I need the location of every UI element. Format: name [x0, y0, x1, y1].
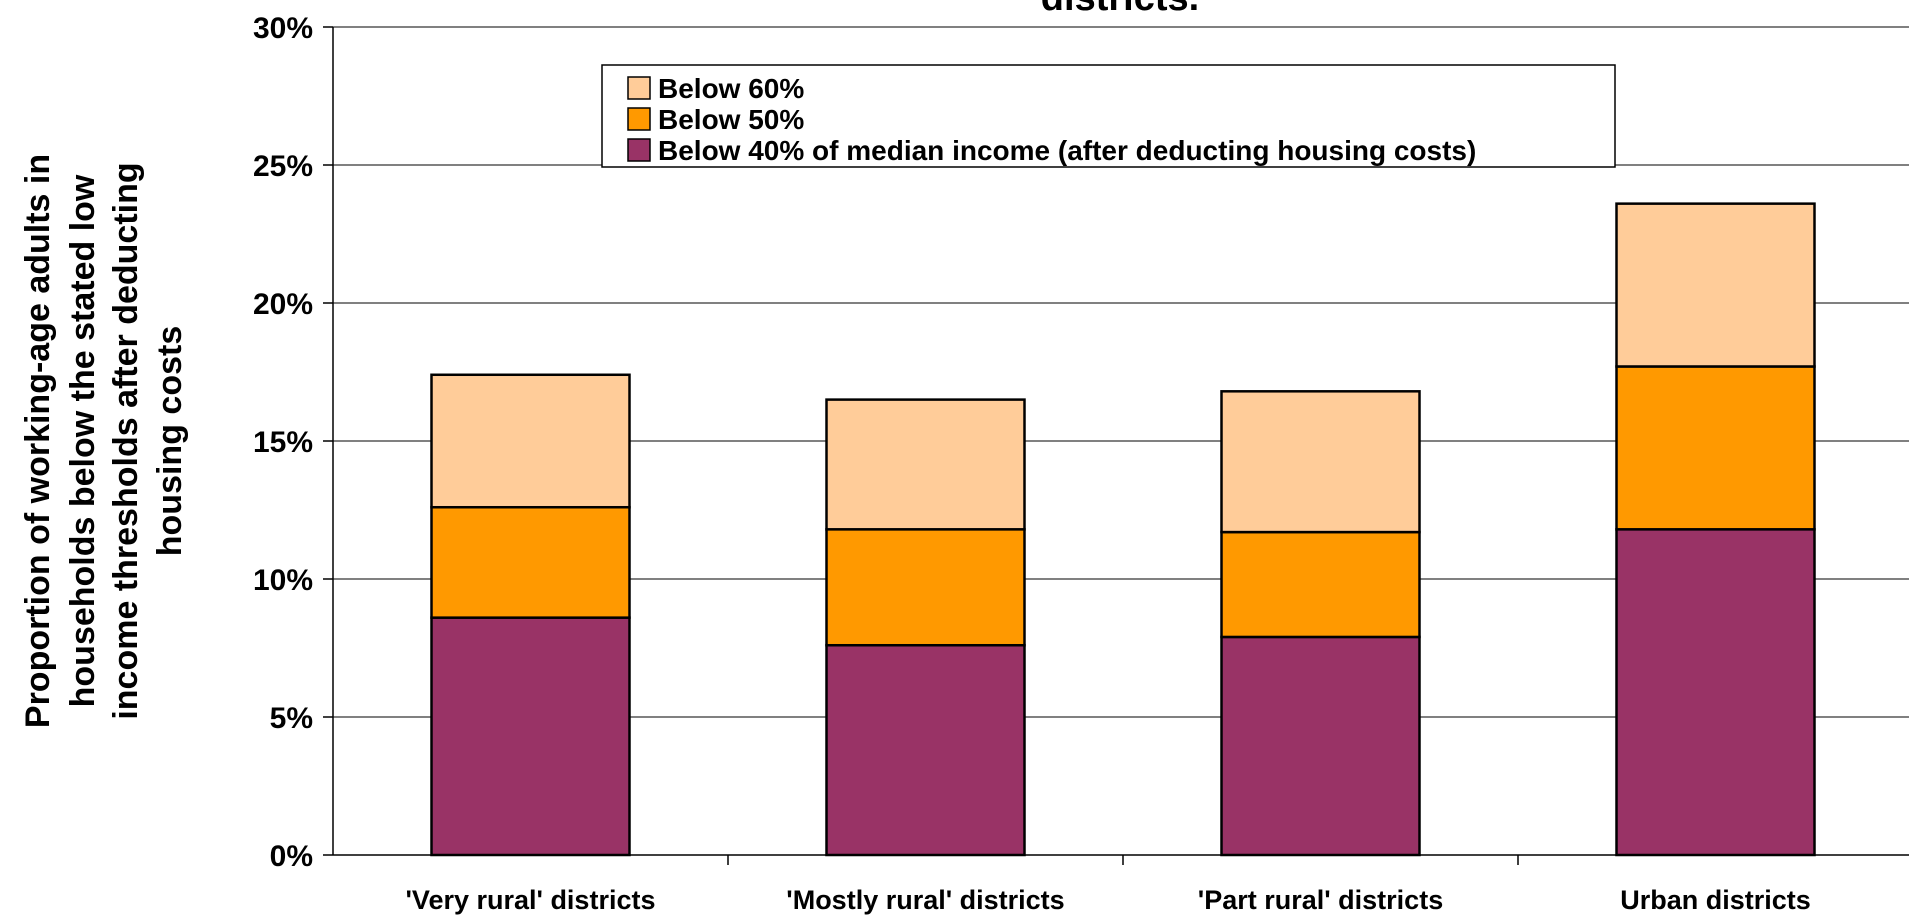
bar-segment	[1615, 528, 1816, 857]
labels: districts. 0% 5% 10% 15% 20% 25% 30% 'Very rural…	[19, 0, 1811, 915]
legend-swatch	[627, 138, 651, 162]
bar-segment	[825, 643, 1026, 857]
y-axis-title-line: Proportion of working-age adults in	[19, 154, 57, 728]
y-axis-title-line: housing costs	[151, 326, 189, 556]
x-tick-label: 'Part rural' districts	[1198, 885, 1443, 915]
legend-label: Below 40% of median income (after deduct…	[658, 135, 1476, 166]
legend-label: Below 60%	[658, 73, 804, 104]
x-tick-label: 'Very rural' districts	[406, 885, 656, 915]
x-tick-label: 'Mostly rural' districts	[786, 885, 1064, 915]
bar-segment	[1220, 635, 1421, 857]
y-tick-label: 20%	[253, 288, 313, 321]
y-tick-label: 30%	[253, 12, 313, 45]
legend-swatch	[627, 107, 651, 131]
axes	[323, 26, 1909, 865]
legend: Below 60%Below 50%Below 40% of median in…	[601, 64, 1616, 168]
bars	[430, 202, 1816, 857]
y-tick-label: 0%	[270, 840, 313, 873]
chart-title: districts.	[1041, 0, 1199, 19]
bar-segment	[1220, 390, 1421, 534]
y-tick-label: 15%	[253, 426, 313, 459]
y-tick-label: 10%	[253, 564, 313, 597]
bar-segment	[825, 528, 1026, 647]
y-tick-label: 25%	[253, 150, 313, 183]
bar-segment	[430, 373, 631, 509]
x-tick-label: Urban districts	[1620, 885, 1811, 915]
legend-swatch	[627, 76, 651, 100]
legend-label: Below 50%	[658, 104, 804, 135]
bar-segment	[825, 398, 1026, 531]
bar-segment	[430, 505, 631, 619]
bar-segment	[1220, 530, 1421, 639]
y-tick-label: 5%	[270, 702, 313, 735]
bar-segment	[1615, 202, 1816, 368]
y-axis-title-line: households below the stated low	[64, 174, 102, 707]
bar-segment	[430, 616, 631, 857]
bar-segment	[1615, 365, 1816, 531]
legend-box	[601, 64, 1616, 168]
y-axis-title-line: income thresholds after deducting	[107, 162, 145, 719]
